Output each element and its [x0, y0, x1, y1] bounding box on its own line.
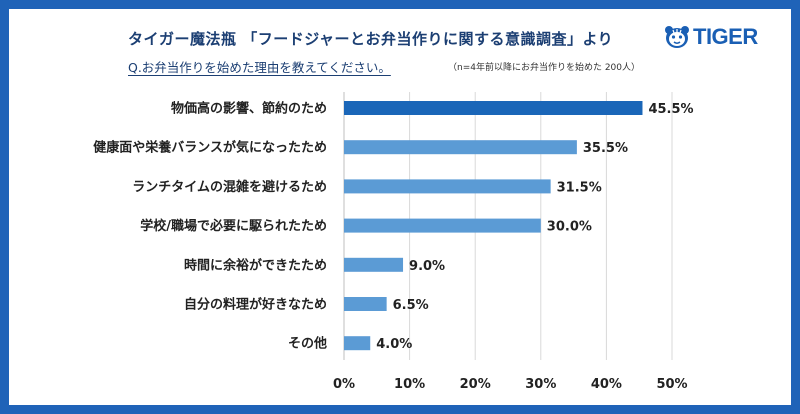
value-label: 6.5% [393, 298, 429, 313]
category-label: その他 [288, 336, 327, 352]
sample-note: （n=4年前以降にお弁当作りを始めた 200人） [448, 63, 641, 73]
bar [344, 140, 577, 155]
x-tick-label: 50% [656, 377, 687, 392]
value-label: 35.5% [583, 141, 628, 156]
chart-title: タイガー魔法瓶 「フードジャーとお弁当作りに関する意識調査」より [128, 30, 614, 48]
value-label: 4.0% [376, 337, 412, 352]
bar [344, 218, 541, 233]
survey-question: Q.お弁当作りを始めた理由を教えてください。 [128, 60, 391, 75]
category-label: 学校/職場で必要に駆られたため [140, 218, 327, 234]
value-label: 30.0% [547, 220, 592, 235]
brand-name: TIGER [693, 24, 758, 49]
bar [344, 101, 643, 115]
bar [344, 297, 387, 311]
category-labels: 物価高の影響、節約のため健康面や栄養バランスが気になったためランチタイムの混雑を… [93, 101, 327, 352]
x-axis-tick-labels: 0% 10% 20% 30% 40% 50% [333, 377, 688, 392]
value-labels: 45.5% 35.5% 31.5% 30.0% 9.0% 6.5% 4.0% [376, 102, 693, 352]
bar [344, 179, 551, 194]
category-label: 自分の料理が好きなため [184, 297, 327, 313]
category-label: 物価高の影響、節約のため [171, 101, 327, 117]
bar [344, 257, 404, 272]
value-label: 9.0% [409, 259, 445, 274]
category-label: ランチタイムの混雑を避けるため [132, 179, 327, 195]
x-tick-label: 30% [525, 377, 556, 392]
tiger-face-icon [665, 26, 689, 48]
category-label: 時間に余裕ができたため [184, 257, 327, 273]
value-label: 45.5% [648, 102, 693, 117]
x-tick-label: 20% [460, 377, 491, 392]
x-tick-label: 10% [394, 377, 425, 392]
value-label: 31.5% [557, 180, 602, 195]
brand-logo: TIGER [664, 24, 758, 50]
bar [344, 336, 371, 351]
bars [344, 101, 643, 351]
x-tick-label: 0% [333, 377, 355, 392]
category-label: 健康面や栄養バランスが気になったため [93, 140, 327, 156]
x-tick-label: 40% [591, 377, 622, 392]
